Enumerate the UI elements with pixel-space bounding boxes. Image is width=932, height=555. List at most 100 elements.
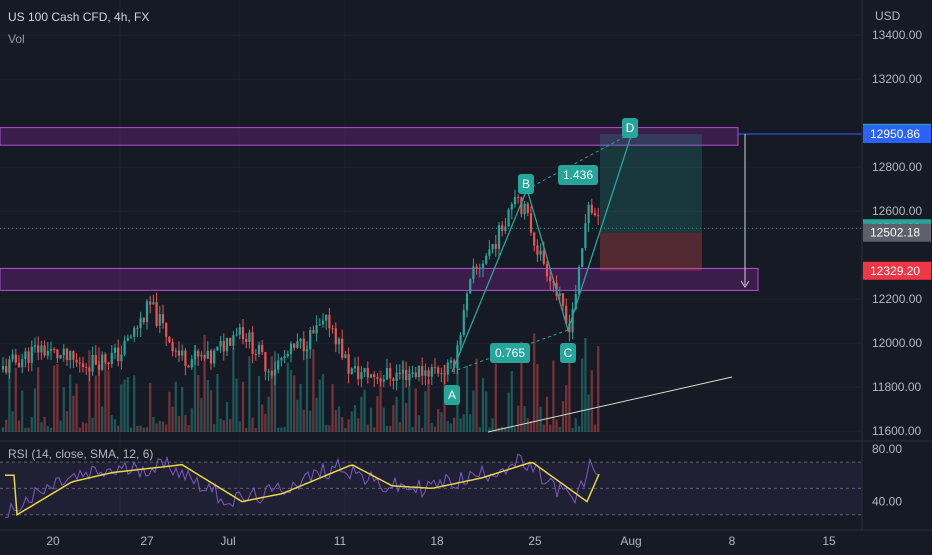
candle-body <box>293 343 296 348</box>
volume-bar <box>229 419 232 432</box>
candle-body <box>270 371 273 376</box>
volume-bar <box>88 350 91 432</box>
volume-bar <box>430 422 433 432</box>
volume-bar <box>232 347 235 432</box>
candle-body <box>113 347 117 353</box>
volume-bar <box>241 381 245 432</box>
candle-body <box>33 345 37 347</box>
ratio-badge <box>490 343 530 363</box>
volume-bar <box>395 396 398 432</box>
volume-bar <box>341 417 344 432</box>
price-tick: 12800.00 <box>872 160 922 174</box>
pattern-point-label-d: D <box>626 121 635 135</box>
candle-body <box>376 377 379 379</box>
volume-legend-label[interactable]: Vol <box>8 32 25 46</box>
volume-bar <box>318 379 321 432</box>
ratio-label: 1.436 <box>563 168 593 182</box>
volume-bar <box>331 384 334 432</box>
volume-bar <box>446 421 449 432</box>
candle-body <box>574 294 577 310</box>
volume-bar <box>529 420 533 432</box>
candle-body <box>72 351 75 360</box>
candle-body <box>504 226 507 231</box>
volume-bar <box>513 427 517 432</box>
rsi-tick: 80.00 <box>872 442 902 456</box>
volume-bar <box>126 376 129 432</box>
candle-body <box>446 362 449 375</box>
volume-bar <box>145 427 149 432</box>
candle-body <box>344 354 347 358</box>
volume-bar <box>328 425 331 432</box>
volume-bar <box>475 358 478 432</box>
candle-body <box>424 370 427 376</box>
candle-body <box>302 338 305 352</box>
candle-body <box>107 362 110 364</box>
volume-bar <box>101 406 104 432</box>
volume-bar <box>321 373 325 432</box>
candle-body <box>475 266 478 268</box>
volume-bar <box>5 419 8 432</box>
volume-bar <box>561 401 565 432</box>
time-tick: 20 <box>46 534 60 548</box>
candle-body <box>117 347 120 362</box>
projection-arrow-head <box>740 280 750 288</box>
candle-body <box>369 374 373 378</box>
volume-bar <box>261 404 264 432</box>
candle-body <box>101 354 104 370</box>
candle-body <box>584 223 587 249</box>
volume-bar <box>555 419 558 432</box>
volume-bar <box>405 402 408 432</box>
volume-bar <box>264 413 267 432</box>
candle-body <box>523 203 526 215</box>
candle-body <box>238 327 241 335</box>
candle-body <box>366 368 369 378</box>
candle-body <box>94 354 97 365</box>
candle-body <box>385 368 389 380</box>
volume-bar <box>251 417 254 432</box>
candle-body <box>398 372 401 374</box>
price-badge-stop <box>863 261 931 280</box>
candle-body <box>251 332 254 354</box>
time-tick: Aug <box>620 534 641 548</box>
chart-title[interactable]: US 100 Cash CFD, 4h, FX <box>8 10 150 24</box>
candle-body <box>129 336 133 338</box>
volume-bar <box>149 382 152 432</box>
candle-body <box>59 355 62 359</box>
volume-bar <box>539 406 542 432</box>
candle-body <box>49 348 53 351</box>
volume-bar <box>187 425 190 432</box>
candle-body <box>520 197 523 215</box>
volume-bar <box>353 405 357 432</box>
candle-body <box>581 248 584 268</box>
volume-bar <box>69 374 72 432</box>
volume-bar <box>424 391 427 432</box>
volume-bar <box>459 418 462 432</box>
volume-bar <box>152 416 155 432</box>
candle-body <box>433 366 437 368</box>
candle-body <box>209 350 213 364</box>
candle-body <box>245 339 248 342</box>
candle-body <box>401 369 405 374</box>
candle-body <box>309 330 312 350</box>
candle-body <box>104 354 107 363</box>
volume-bar <box>273 351 277 432</box>
volume-bar <box>385 425 389 432</box>
candle-body <box>88 367 91 372</box>
volume-bar <box>337 406 341 432</box>
candle-body <box>241 327 245 340</box>
volume-bar <box>27 427 30 432</box>
candle-body <box>62 348 65 356</box>
candle-body <box>430 366 433 377</box>
volume-bar <box>72 395 75 432</box>
candle-body <box>40 345 43 353</box>
volume-bar <box>165 424 168 432</box>
volume-bar <box>363 389 366 432</box>
volume-bar <box>280 427 283 432</box>
volume-bar <box>472 390 475 432</box>
candle-body <box>257 344 261 355</box>
candle-body <box>305 349 309 352</box>
price-badge-label: 12950.86 <box>870 127 920 141</box>
volume-bar <box>117 425 120 432</box>
